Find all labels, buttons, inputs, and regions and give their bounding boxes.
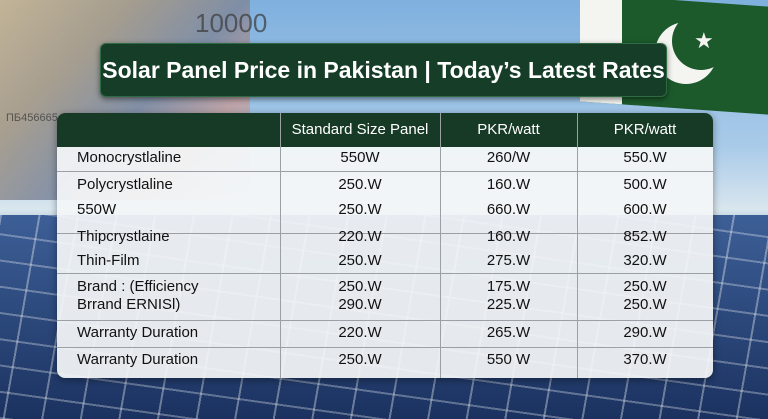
divider: [57, 347, 713, 348]
table-cell: 320.W: [623, 252, 667, 269]
table-cell: 250.W: [623, 296, 667, 313]
divider: [440, 113, 441, 378]
header-pkr-watt: PKR/watt: [477, 121, 540, 138]
row-label: Brand : (Efficiency: [77, 278, 199, 295]
banknote-serial: ПБ456665: [6, 112, 58, 124]
table-cell: 852.W: [623, 228, 667, 245]
table-cell: 250.W: [338, 201, 382, 218]
header-standard-size: Standard Size Panel: [291, 121, 429, 138]
table-cell: 250.W: [338, 176, 382, 193]
star-icon: ★: [694, 28, 714, 53]
page-title: Solar Panel Price in Pakistan | Today’s …: [102, 56, 665, 83]
table-cell: 250.W: [338, 351, 382, 368]
table-cell: 550W: [340, 149, 380, 166]
table-cell: 220.W: [338, 228, 382, 245]
table-cell: 275.W: [486, 252, 531, 269]
table-cell: 290.W: [623, 324, 667, 341]
table-cell: 160.W: [486, 176, 531, 193]
table-cell: 250.W: [338, 278, 382, 295]
table-cell: 260/W: [486, 149, 531, 166]
table-cell: 160.W: [486, 228, 531, 245]
divider: [57, 233, 713, 234]
table-cell: 500.W: [623, 176, 667, 193]
row-label: Warranty Duration: [77, 351, 199, 368]
table-cell: 250.W: [623, 278, 667, 295]
table-cell: 660.W: [486, 201, 531, 218]
banknote-number: 10000: [195, 8, 268, 38]
row-label: Polycrystlaline: [77, 176, 173, 193]
table-cell: 265.W: [486, 324, 531, 341]
table-cell: 175.W: [486, 278, 531, 295]
table-header: Standard Size Panel PKR/watt PKR/watt: [57, 113, 713, 147]
table-cell: 220.W: [338, 324, 382, 341]
divider: [57, 273, 713, 274]
table-cell: 290.W: [338, 296, 382, 313]
table-cell: 550.W: [623, 149, 667, 166]
title-banner: Solar Panel Price in Pakistan | Today’s …: [100, 43, 667, 97]
price-table: Standard Size Panel PKR/watt PKR/watt Mo…: [57, 113, 713, 378]
table-cell: 550 W: [486, 351, 531, 368]
table-cell: 600.W: [623, 201, 667, 218]
table-cell: 225.W: [486, 296, 531, 313]
header-pkr-watt-2: PKR/watt: [613, 121, 677, 138]
row-label: Warranty Duration: [77, 324, 199, 341]
table-cell: 370.W: [623, 351, 667, 368]
table-cell: 250.W: [338, 252, 382, 269]
divider: [280, 113, 281, 378]
divider: [577, 113, 578, 378]
row-label: Thin-Film: [77, 252, 140, 269]
row-label: Monocrystlaline: [77, 149, 182, 166]
divider: [57, 320, 713, 321]
row-label: Thipcrystlaine: [77, 228, 170, 245]
divider: [57, 171, 713, 172]
row-label: 550W: [77, 201, 117, 218]
row-label: Brrand ERNISl): [77, 296, 181, 313]
